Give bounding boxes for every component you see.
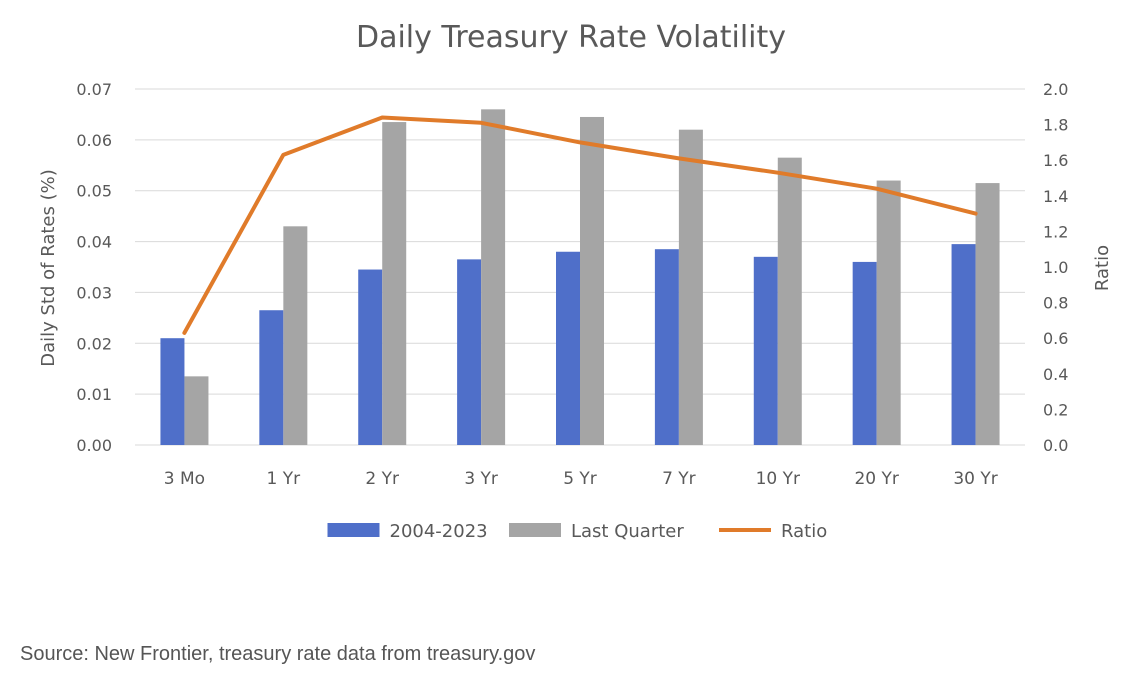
x-tick-label: 5 Yr — [563, 469, 597, 489]
y-tick-label: 0.07 — [76, 80, 112, 99]
legend-swatch — [509, 523, 561, 537]
x-tick-label: 2 Yr — [365, 469, 399, 489]
y-axis-label: Daily Std of Rates (%) — [38, 169, 59, 367]
bar-2004-2023 — [654, 249, 679, 445]
source-note: Source: New Frontier, treasury rate data… — [20, 643, 536, 665]
bar-last-quarter — [481, 109, 506, 445]
ratio-line — [182, 115, 978, 335]
y2-tick-label: 0.0 — [1043, 436, 1068, 455]
bar-2004-2023 — [556, 251, 580, 445]
bar-last-quarter — [283, 226, 308, 445]
y-tick-label: 0.02 — [76, 334, 112, 353]
y-tick-label: 0.05 — [76, 182, 112, 201]
bar-2004-2023 — [753, 256, 778, 445]
legend-label: Ratio — [781, 521, 827, 542]
bar-last-quarter — [184, 376, 209, 445]
legend-label: 2004-2023 — [390, 521, 488, 542]
bar-2004-2023 — [160, 338, 185, 445]
x-tick-label: 10 Yr — [756, 469, 800, 489]
y2-axis-label: Ratio — [1092, 245, 1113, 291]
bar-last-quarter — [975, 183, 1000, 446]
x-tick-label: 20 Yr — [854, 469, 898, 489]
bar-last-quarter — [382, 122, 407, 446]
y2-tick-label: 2.0 — [1043, 80, 1068, 99]
bar-last-quarter — [876, 180, 901, 446]
y-tick-label: 0.03 — [76, 283, 112, 302]
y2-tick-label: 0.8 — [1043, 294, 1068, 313]
y2-tick-label: 1.6 — [1043, 151, 1068, 170]
chart-title: Daily Treasury Rate Volatility — [356, 20, 786, 55]
bar-marks — [160, 109, 1000, 446]
y2-tick-label: 1.0 — [1043, 258, 1068, 277]
y2-tick-label: 1.2 — [1043, 222, 1068, 241]
y-tick-label: 0.01 — [76, 385, 112, 404]
bar-2004-2023 — [852, 261, 877, 445]
y2-tick-label: 0.6 — [1043, 329, 1068, 348]
legend-label: Last Quarter — [571, 521, 684, 542]
y-tick-label: 0.06 — [76, 131, 112, 150]
x-tick-label: 30 Yr — [953, 469, 997, 489]
bar-last-quarter — [580, 116, 604, 445]
ratio-line-layer — [182, 115, 978, 335]
y-tick-label: 0.00 — [76, 436, 112, 455]
y2-tick-label: 0.2 — [1043, 400, 1068, 419]
y2-tick-label: 1.8 — [1043, 116, 1068, 135]
legend: 2004-2023 Last Quarter Ratio — [327, 521, 827, 542]
bar-last-quarter — [678, 129, 703, 445]
y-tick-label: 0.04 — [76, 233, 112, 252]
bar-last-quarter — [777, 157, 802, 445]
x-tick-label: 3 Yr — [464, 469, 498, 489]
x-tick-label: 3 Mo — [164, 469, 205, 489]
y2-tick-label: 1.4 — [1043, 187, 1068, 206]
bar-2004-2023 — [358, 269, 383, 445]
x-tick-label: 1 Yr — [267, 469, 301, 489]
x-tick-label: 7 Yr — [662, 469, 696, 489]
axes: 0.00 0.01 0.02 0.03 0.04 0.05 0.06 0.07 0.0 0.2 0.… — [76, 80, 1068, 489]
legend-swatch — [327, 523, 380, 537]
bar-2004-2023 — [457, 259, 482, 445]
y2-tick-label: 0.4 — [1043, 365, 1068, 384]
bar-2004-2023 — [951, 244, 976, 445]
bar-2004-2023 — [259, 310, 284, 445]
